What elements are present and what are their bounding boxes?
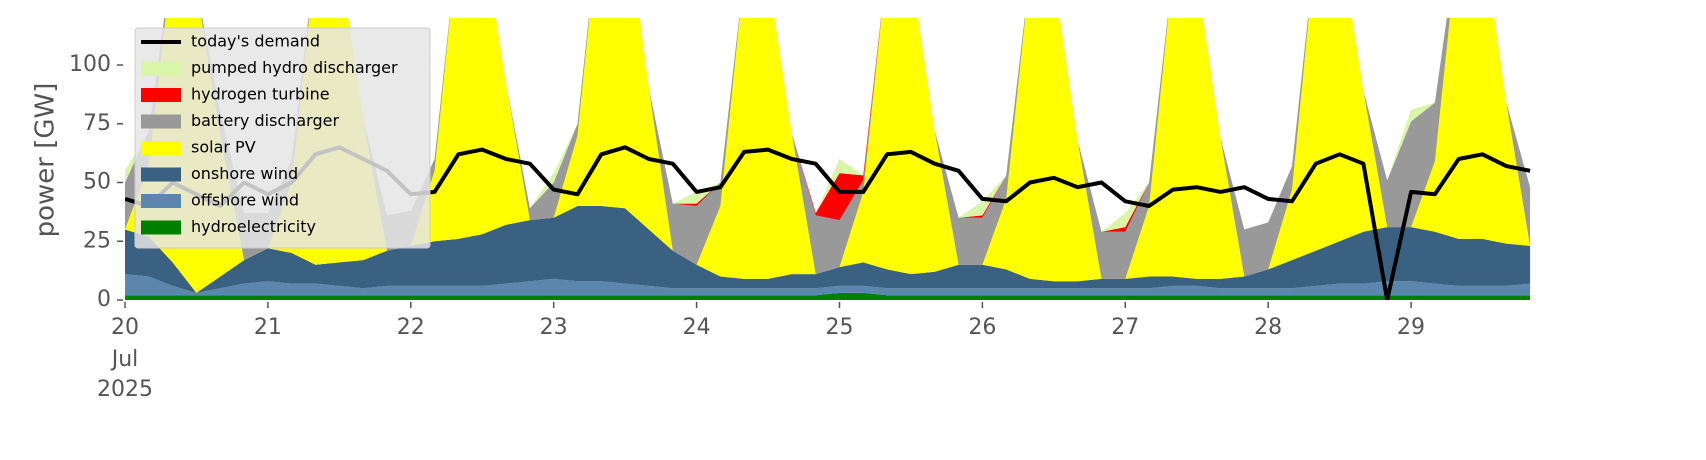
legend-label: onshore wind (191, 164, 298, 183)
x-tick-label: 29 (1397, 315, 1425, 340)
x-tick-label: 24 (683, 315, 711, 340)
x-tick-label: 25 (825, 315, 853, 340)
legend-swatch (141, 167, 181, 182)
legend-swatch (141, 220, 181, 235)
area (125, 18, 1531, 279)
legend-swatch (141, 141, 181, 155)
x-tick-label: 28 (1254, 315, 1282, 340)
area (125, 206, 1531, 293)
legend-label: solar PV (191, 138, 256, 157)
x-tick-label: 23 (540, 315, 568, 340)
y-tick-label: 25 (83, 228, 111, 253)
legend-label: offshore wind (191, 191, 299, 210)
x-tick-label: 21 (254, 315, 282, 340)
legend-swatch (141, 114, 181, 129)
legend-swatch (141, 194, 181, 208)
x-tick-label: 27 (1111, 315, 1139, 340)
x-sublabel: Jul (110, 347, 139, 372)
legend-swatch (141, 88, 181, 102)
area (125, 274, 1531, 296)
legend-label: hydroelectricity (191, 217, 316, 236)
legend-label: battery discharger (191, 111, 339, 130)
x-sublabel: 2025 (97, 377, 153, 402)
x-tick-label: 20 (111, 315, 139, 340)
y-tick-label: 75 (83, 111, 111, 136)
legend-label: today's demand (191, 32, 320, 51)
x-tick-label: 26 (968, 315, 996, 340)
area (125, 292, 1531, 300)
plot-area (125, 18, 1531, 300)
y-tick-label: 100 (69, 52, 111, 77)
y-tick-label: 50 (83, 170, 111, 195)
y-axis-label: power [GW] (31, 83, 61, 238)
legend-swatch (141, 61, 181, 76)
y-tick-label: 0 (97, 287, 111, 312)
area (125, 18, 1531, 293)
area (125, 18, 1531, 232)
legend-box (134, 27, 431, 249)
legend-label: hydrogen turbine (191, 85, 330, 104)
x-tick-label: 22 (397, 315, 425, 340)
legend: today's demand pumped hydro discharger hyd… (134, 27, 431, 249)
legend-label: pumped hydro discharger (191, 58, 398, 77)
